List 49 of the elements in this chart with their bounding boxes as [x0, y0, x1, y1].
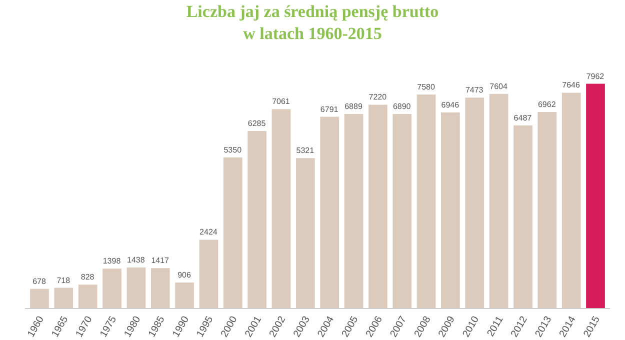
- data-label: 906: [178, 270, 192, 280]
- bar: [562, 92, 581, 308]
- bar: [272, 109, 291, 308]
- bar: [392, 114, 412, 308]
- bar: [54, 288, 74, 308]
- data-label: 6890: [392, 102, 412, 111]
- data-label: 5350: [224, 145, 242, 154]
- chart-title: Liczba jaj za średnią pensję brutto w latach 1960-2015: [186, 2, 439, 44]
- data-label: 6285: [248, 119, 266, 128]
- data-label: 7220: [368, 92, 388, 102]
- bar: [175, 282, 194, 308]
- data-label: 7473: [465, 86, 484, 95]
- bar: [586, 84, 605, 308]
- bar: [489, 94, 508, 308]
- bar: [320, 116, 340, 308]
- bar: [368, 104, 388, 308]
- data-label: 1417: [151, 256, 170, 266]
- data-label: 5321: [296, 146, 315, 156]
- bar: [78, 284, 98, 308]
- bar: [248, 131, 266, 308]
- bar: [441, 112, 460, 308]
- data-label: 6962: [538, 100, 556, 109]
- bar: [199, 240, 218, 308]
- bar: [344, 114, 364, 308]
- data-label: 6487: [514, 113, 532, 122]
- data-label: 718: [56, 276, 71, 285]
- bar: [538, 112, 557, 308]
- data-label: 1438: [127, 256, 146, 265]
- bar: [30, 288, 49, 308]
- data-label: 7580: [417, 82, 436, 92]
- bar: [296, 158, 315, 308]
- data-label: 1398: [102, 256, 122, 266]
- data-label: 2424: [200, 228, 218, 237]
- bar: [126, 268, 146, 308]
- bar: [416, 94, 436, 308]
- data-label: 7604: [490, 82, 508, 91]
- bar: [150, 268, 170, 308]
- data-label: 828: [80, 272, 95, 282]
- data-label: 7061: [272, 97, 290, 106]
- data-label: 6791: [320, 104, 339, 114]
- data-label: 6889: [344, 102, 363, 112]
- data-label: 7962: [586, 72, 605, 81]
- data-label: 7646: [562, 80, 580, 90]
- data-label: 6946: [441, 100, 460, 110]
- bar: [223, 157, 242, 308]
- bar: [465, 98, 484, 308]
- bar: [102, 268, 122, 308]
- data-label: 678: [32, 276, 46, 286]
- bar: [514, 125, 532, 308]
